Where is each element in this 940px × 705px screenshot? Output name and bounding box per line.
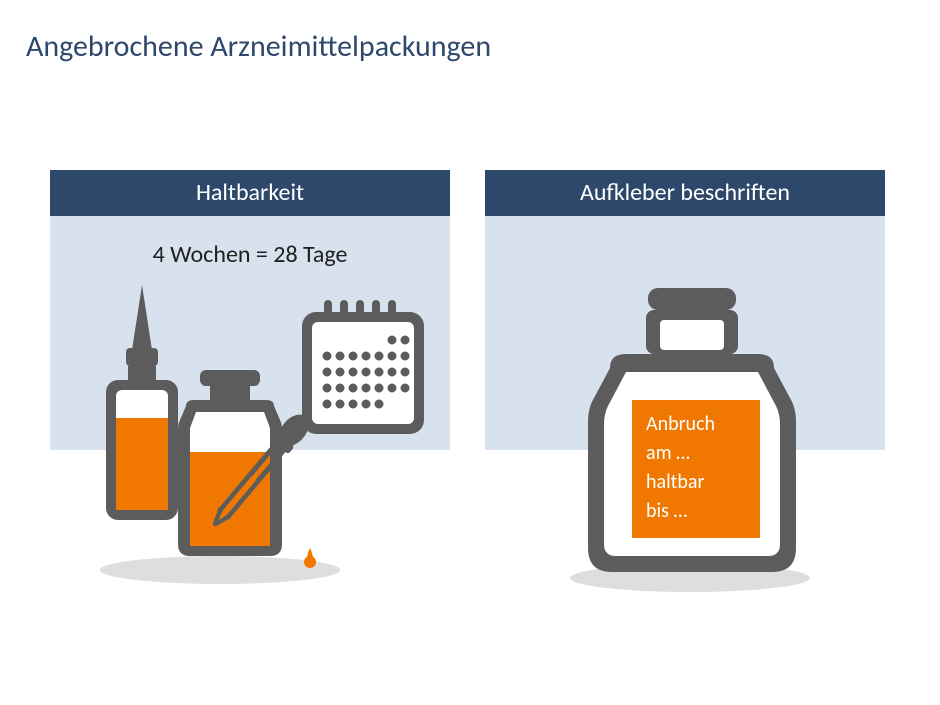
panel-header-aufkleber: Aufkleber beschriften [485,170,885,216]
bottle-sticker: Anbruch am … haltbar bis … [632,400,760,538]
sticker-line1: Anbruch [646,410,746,439]
sticker-line2: am … [646,439,746,468]
subtitle-haltbarkeit: 4 Wochen = 28 Tage [50,240,450,269]
bottles-dropper-icon [90,280,400,590]
panel-header-haltbarkeit: Haltbarkeit [50,170,450,216]
sticker-line4: bis … [646,497,746,526]
page-title: Angebrochene Arzneimittelpackungen [26,28,491,65]
sticker-line3: haltbar [646,468,746,497]
